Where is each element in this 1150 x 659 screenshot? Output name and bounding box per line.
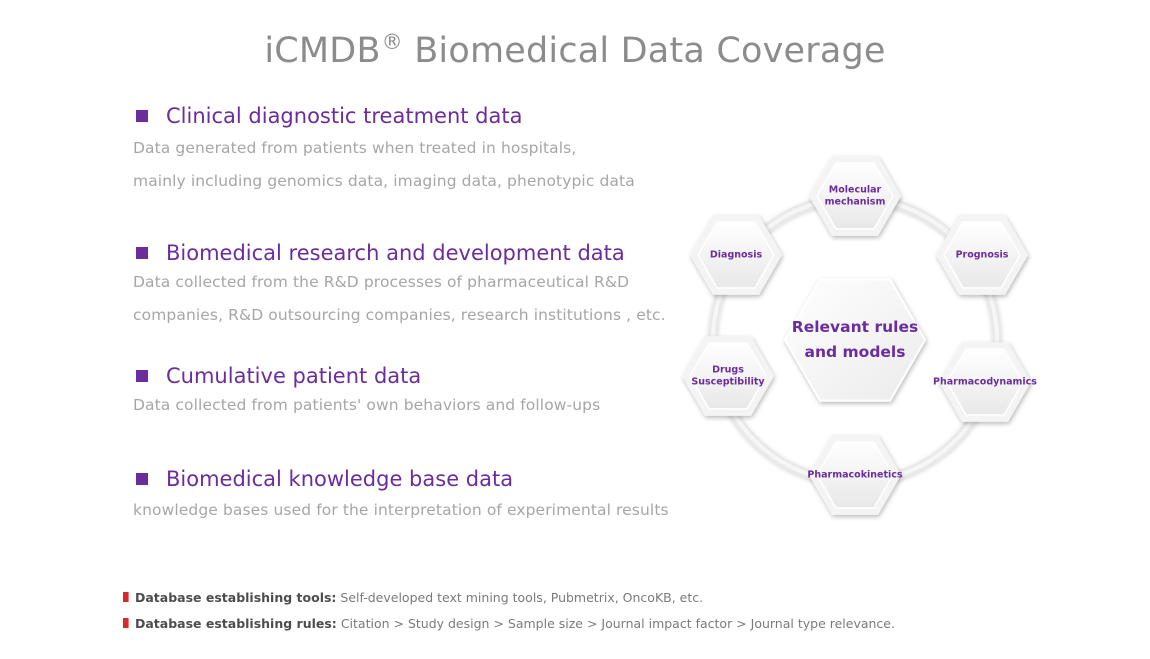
- description-line: Data collected from patients' own behavi…: [133, 396, 601, 414]
- footnote-marker-icon: [123, 618, 128, 628]
- section-description: Data generated from patients when treate…: [133, 132, 713, 198]
- footnote-label: Database establishing tools:: [135, 589, 337, 605]
- section-description: Data collected from patients' own behavi…: [133, 389, 713, 422]
- section-description: knowledge bases used for the interpretat…: [133, 494, 713, 527]
- center-label-line: and models: [805, 343, 906, 361]
- hex-node-label-line: Pharmacodynamics: [933, 377, 1037, 388]
- hex-node-label-line: mechanism: [825, 197, 886, 208]
- square-bullet-icon: [136, 370, 148, 382]
- hex-node-label: Diagnosis: [710, 250, 763, 261]
- hex-node-molecular: Molecular mechanism: [809, 156, 901, 236]
- hex-node-pharmacodynamics: Pharmacodynamics: [933, 342, 1037, 422]
- section-heading: Clinical diagnostic treatment data: [133, 104, 713, 128]
- page-title: iCMDB® Biomedical Data Coverage: [0, 30, 1150, 71]
- square-bullet-icon: [136, 110, 148, 122]
- data-coverage-diagram: Relevant rules and models Molecular mechani…: [682, 156, 1037, 515]
- footnote-marker-icon: [123, 592, 128, 602]
- section-clinical: Clinical diagnostic treatment data Data …: [133, 104, 713, 198]
- square-bullet-icon: [136, 247, 148, 259]
- description-line: companies, R&D outsourcing companies, re…: [133, 306, 666, 324]
- hex-node-drugs: Drugs Susceptibility: [682, 336, 774, 416]
- hex-node-label: Pharmacokinetics: [807, 470, 902, 481]
- section-research: Biomedical research and development data…: [133, 241, 713, 332]
- hex-node-inner: [697, 221, 775, 289]
- section-heading-text: Biomedical research and development data: [166, 241, 625, 265]
- description-line: mainly including genomics data, imaging …: [133, 172, 635, 190]
- hex-node-label: Prognosis: [956, 250, 1009, 261]
- center-label-line: Relevant rules: [792, 318, 918, 336]
- hex-node-prognosis: Prognosis: [936, 215, 1028, 295]
- section-heading-text: Clinical diagnostic treatment data: [166, 104, 523, 128]
- hex-node-label: Pharmacodynamics: [933, 377, 1037, 388]
- hex-node-inner: [946, 348, 1024, 416]
- hex-node-label-line: Susceptibility: [691, 377, 765, 388]
- section-heading-text: Cumulative patient data: [166, 364, 422, 388]
- center-label: Relevant rules and models: [792, 318, 918, 361]
- section-knowledge: Biomedical knowledge base data knowledge…: [133, 467, 713, 527]
- hex-node-label-line: Drugs: [712, 365, 744, 376]
- description-line: knowledge bases used for the interpretat…: [133, 501, 669, 519]
- center-hexagon: [783, 278, 927, 402]
- section-heading: Biomedical knowledge base data: [133, 467, 713, 491]
- section-description: Data collected from the R&D processes of…: [133, 266, 713, 332]
- hex-node-diagnosis: Diagnosis: [690, 215, 782, 295]
- description-line: Data collected from the R&D processes of…: [133, 273, 630, 291]
- hex-node-label: Molecular mechanism: [825, 185, 886, 208]
- hex-node-label-line: Molecular: [829, 185, 882, 196]
- hex-node-inner: [816, 162, 894, 230]
- registered-mark: ®: [381, 30, 403, 54]
- footnote-text: Self-developed text mining tools, Pubmet…: [340, 589, 704, 605]
- hex-node-inner: [689, 342, 767, 410]
- section-heading-text: Biomedical knowledge base data: [166, 467, 514, 491]
- description-line: Data generated from patients when treate…: [133, 139, 577, 157]
- footnote-text: Citation > Study design > Sample size > …: [340, 615, 895, 631]
- square-bullet-icon: [136, 473, 148, 485]
- footnote-rules: Database establishing rules: Citation > …: [123, 610, 895, 636]
- footnote-tools: Database establishing tools: Self-develo…: [123, 584, 895, 610]
- title-rest: Biomedical Data Coverage: [402, 31, 886, 71]
- section-cumulative: Cumulative patient data Data collected f…: [133, 364, 713, 422]
- footnote-label: Database establishing rules:: [135, 615, 337, 631]
- hex-node-label: Drugs Susceptibility: [691, 365, 765, 388]
- hex-node-label-line: Pharmacokinetics: [807, 470, 902, 481]
- hex-node-inner: [816, 441, 894, 509]
- hex-node-inner: [943, 221, 1021, 289]
- section-heading: Biomedical research and development data: [133, 241, 713, 265]
- hex-node-label-line: Prognosis: [956, 250, 1009, 261]
- hex-node-pharmacokinetics: Pharmacokinetics: [807, 435, 903, 515]
- footnotes: Database establishing tools: Self-develo…: [123, 584, 895, 636]
- section-heading: Cumulative patient data: [133, 364, 713, 388]
- title-main: iCMDB: [264, 31, 381, 71]
- hex-node-label-line: Diagnosis: [710, 250, 763, 261]
